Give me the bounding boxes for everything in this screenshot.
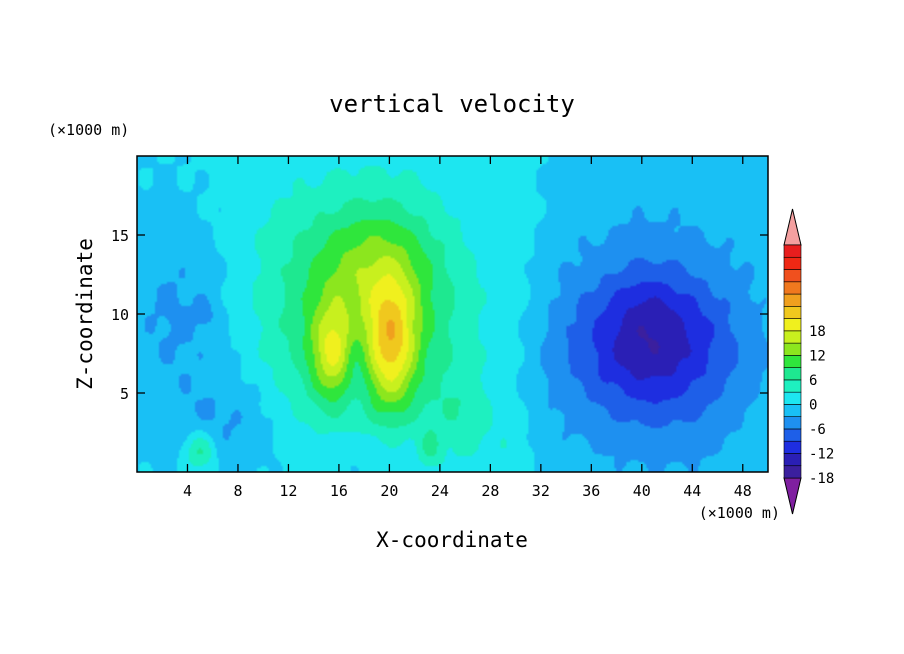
colorbar-tick-label: -18 bbox=[809, 471, 834, 487]
colorbar-swatch bbox=[783, 293, 802, 307]
x-tick-label: 36 bbox=[582, 482, 600, 500]
colorbar-tick-label: -12 bbox=[809, 446, 834, 462]
colorbar-swatch bbox=[783, 306, 802, 319]
x-axis-ticks: 4 8 12 16 20 24 28 32 36 40 44 48 bbox=[183, 156, 752, 500]
x-tick-label: 40 bbox=[633, 482, 651, 500]
colorbar-tick-label: -6 bbox=[809, 422, 826, 438]
y-axis-ticks: 5 10 15 bbox=[111, 227, 768, 403]
colorbar-swatch bbox=[783, 404, 802, 417]
colorbar-swatch bbox=[783, 269, 802, 283]
x-tick-label: 16 bbox=[330, 482, 348, 500]
y-tick-label: 5 bbox=[120, 385, 129, 403]
x-axis-label: X-coordinate bbox=[376, 528, 528, 552]
colorbar-tick-label: 6 bbox=[809, 373, 817, 389]
colorbar-tick-label: 18 bbox=[809, 324, 826, 340]
colorbar-swatch bbox=[783, 318, 802, 332]
chart-title: vertical velocity bbox=[329, 90, 575, 118]
colorbar-swatch bbox=[783, 391, 802, 405]
y-tick-label: 10 bbox=[111, 306, 129, 324]
x-tick-label: 12 bbox=[279, 482, 297, 500]
colorbar-swatch bbox=[783, 428, 802, 442]
x-tick-label: 32 bbox=[532, 482, 550, 500]
colorbar-swatch bbox=[783, 367, 802, 381]
colorbar-swatch bbox=[783, 465, 802, 479]
x-tick-label: 28 bbox=[481, 482, 499, 500]
colorbar-swatch bbox=[783, 379, 802, 393]
colorbar-tick-label: 12 bbox=[809, 348, 826, 364]
colorbar-swatch bbox=[783, 256, 802, 270]
colorbar-tick-label: 0 bbox=[809, 397, 817, 413]
plot-frame bbox=[136, 155, 769, 473]
y-axis-label: Z-coordinate bbox=[73, 238, 97, 390]
colorbar-swatch bbox=[783, 281, 802, 295]
x-unit-label: (×1000 m) bbox=[699, 504, 780, 522]
x-tick-label: 4 bbox=[183, 482, 192, 500]
x-tick-label: 24 bbox=[431, 482, 449, 500]
y-unit-label: (×1000 m) bbox=[48, 121, 129, 139]
colorbar-max-arrow bbox=[783, 208, 802, 246]
x-tick-label: 48 bbox=[734, 482, 752, 500]
x-tick-label: 44 bbox=[683, 482, 701, 500]
colorbar-swatch bbox=[783, 330, 802, 344]
colorbar-min-arrow bbox=[783, 477, 802, 515]
colorbar-swatch bbox=[783, 453, 802, 467]
colorbar-swatch bbox=[783, 355, 802, 368]
colorbar-swatch bbox=[783, 244, 802, 258]
heatmap-image bbox=[137, 156, 768, 472]
colorbar-swatch bbox=[783, 342, 802, 356]
colorbar-swatch bbox=[783, 440, 802, 454]
x-tick-label: 20 bbox=[380, 482, 398, 500]
colorbar-swatch bbox=[783, 416, 802, 430]
colorbar: 18 12 6 0 -6 -12 -18 bbox=[783, 208, 834, 515]
x-tick-label: 8 bbox=[233, 482, 242, 500]
y-tick-label: 15 bbox=[111, 227, 129, 245]
